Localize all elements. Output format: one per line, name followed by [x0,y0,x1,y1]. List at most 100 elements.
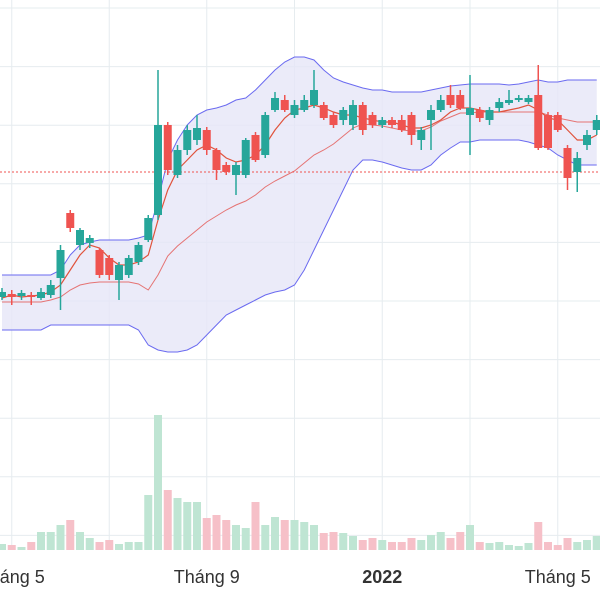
x-tick-label: 2022 [362,567,402,587]
volume-bar [105,540,114,550]
volume-bar [436,532,445,550]
x-tick-label: Tháng 9 [174,567,240,587]
volume-bar [563,538,572,550]
volume-bar [202,518,211,550]
volume-bar [76,532,84,550]
volume-bar [388,542,396,550]
candle-body [319,105,328,118]
volume-bar [134,542,143,550]
candle-body [124,258,133,275]
volume-bar [349,536,357,550]
volume-bar [505,545,513,550]
candle-body [573,158,582,172]
volume-bar [339,533,348,550]
volume-bar [17,547,26,550]
volume-bar [475,542,484,550]
candle-body [544,115,552,148]
candle-body [202,130,211,150]
candle-body [583,135,591,145]
candle-body [173,150,182,175]
candle-body [85,238,94,243]
volume-bar [144,495,153,550]
volume-bar [495,542,504,550]
candle-body [534,95,543,148]
volume-bar [222,520,231,550]
volume-bar [466,525,474,550]
candle-body [115,265,123,280]
volume-bar [592,536,600,550]
volume-bar [417,540,426,550]
volume-bar [37,532,45,550]
volume-bar [456,532,465,550]
volume-bar [485,543,494,550]
candle-body [358,105,367,130]
candle-body [193,128,201,140]
x-tick-label: Tháng 5 [525,567,591,587]
candle-body [446,95,455,105]
volume-bar [358,540,367,550]
candle-body [212,150,221,170]
candle-body [222,165,231,172]
volume-bar [514,546,523,550]
volume-bar [573,542,582,550]
candle-body [105,258,114,275]
candle-body [368,115,377,125]
volume-bar [407,538,416,550]
volume-bar [7,545,16,550]
candle-body [280,100,289,110]
candle-body [95,250,104,275]
candle-body [407,115,416,135]
candle-body [349,105,357,125]
candle-body [427,110,435,120]
candle-body [397,120,406,130]
candle-body [7,294,16,297]
candle-body [378,120,387,125]
candle-body [310,90,318,105]
candle-body [485,110,494,120]
candle-body [495,102,504,108]
candle-body [388,120,396,125]
candle-body [163,125,172,170]
candle-body [66,213,75,228]
candle-body [27,295,36,297]
lower-band [2,139,597,353]
volume-bar [524,543,533,550]
candle-body [456,95,465,108]
candle-body [339,110,348,120]
candle-body [524,98,533,102]
candle-body [300,100,309,110]
candle-body [76,230,84,245]
candle-body [466,108,474,115]
candle-body [563,148,572,178]
volume-bar [115,544,123,550]
volume-bar [163,490,172,550]
volume-bar [46,532,55,550]
candle-body [37,292,45,298]
volume-bar [290,520,299,550]
candle-body [290,105,299,115]
candle-body [271,98,279,110]
volume-bar [232,525,240,550]
candle-body [183,130,192,150]
volume-bar [310,525,318,550]
volume-bar [154,415,162,550]
candle-body [475,110,484,118]
band-fill [2,57,597,352]
volume-bar [544,542,552,550]
volume-bar [319,533,328,550]
volume-bar [183,502,192,550]
volume-bar [427,535,435,550]
moving-average [1,104,598,299]
volume-bar [300,522,309,550]
x-tick-label: Tháng 5 [0,567,45,587]
candle-body [232,165,240,175]
volume-bar [583,540,591,550]
volume-bar [378,540,387,550]
candle-body [144,218,153,240]
candle-body [505,100,513,103]
volume-bar [329,532,338,550]
volume-bar [397,542,406,550]
candle-body [329,115,338,125]
candle-body [514,98,523,100]
candle-body [436,100,445,110]
